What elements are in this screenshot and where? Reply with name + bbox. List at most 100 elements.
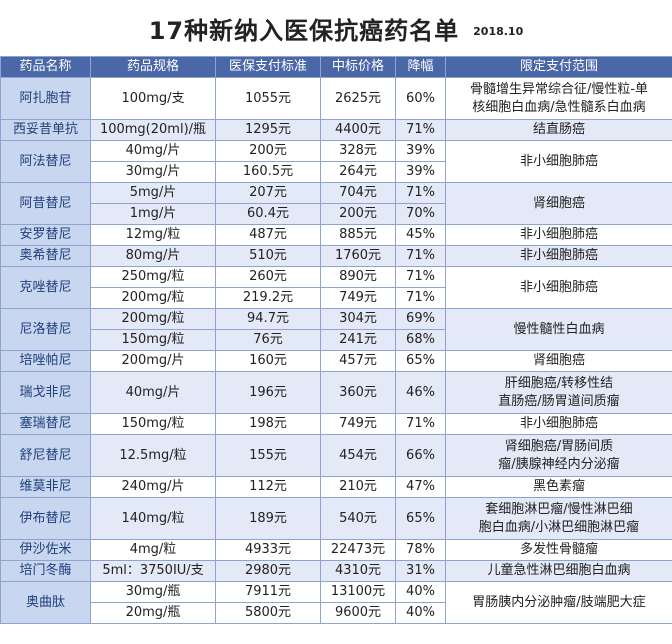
scope-line: 非小细胞肺癌 (519, 416, 598, 431)
scope-cell: 肾细胞癌 (445, 350, 672, 372)
table-row: 1mg/片 60.4元 200元 70% (1, 203, 672, 225)
cell: 46% (395, 371, 446, 414)
scope-line: 肾细胞癌/胃肠间质 (504, 438, 614, 454)
cell: 31% (395, 560, 446, 582)
cell: 9600元 (320, 602, 396, 624)
drug-name: 奥曲肽 (0, 581, 91, 624)
cell: 140mg/粒 (90, 497, 216, 540)
column-header: 药品名称 (0, 56, 91, 78)
cell: 540元 (320, 497, 396, 540)
cell: 39% (395, 140, 446, 162)
drug-name: 阿昔替尼 (0, 182, 91, 225)
cell: 40% (395, 602, 446, 624)
table-row: 阿昔替尼 5mg/片 207元 704元 71% 肾细胞癌 (0, 182, 672, 225)
table-row: 西妥昔单抗 100mg(20ml)/瓶 1295元 4400元 71% 结直肠癌 (0, 119, 672, 141)
cell: 65% (395, 350, 446, 372)
cell: 20mg/瓶 (90, 602, 216, 624)
drug-name: 培唑帕尼 (0, 350, 91, 372)
drug-table: 药品名称 药品规格 医保支付标准 中标价格 降幅 限定支付范围 阿扎胞苷 100mg/支 10… (0, 56, 672, 624)
drug-name: 安罗替尼 (0, 224, 91, 246)
scope-line: 瘤/胰腺神经内分泌瘤 (498, 456, 620, 472)
cell: 66% (395, 434, 446, 477)
cell: 71% (395, 182, 446, 204)
table-row: 阿扎胞苷 100mg/支 1055元 2625元 60% 骨髓增生异常综合征/慢性粒-单核… (0, 77, 672, 120)
cell: 60% (395, 77, 446, 120)
scope-line: 非小细胞肺癌 (519, 153, 598, 169)
cell: 360元 (320, 371, 396, 414)
scope-line: 直肠癌/肠胃道间质瘤 (498, 393, 620, 409)
cell: 749元 (320, 287, 396, 309)
cell: 47% (395, 476, 446, 498)
table-row: 培唑帕尼 200mg/片 160元 457元 65% 肾细胞癌 (0, 350, 672, 372)
cell: 4400元 (320, 119, 396, 141)
column-header: 降幅 (395, 56, 446, 78)
drug-name: 尼洛替尼 (0, 308, 91, 351)
cell: 160.5元 (215, 161, 321, 183)
cell: 68% (395, 329, 446, 351)
scope-cell: 肾细胞癌 (445, 182, 672, 225)
cell: 69% (395, 308, 446, 330)
scope-cell: 黑色素瘤 (445, 476, 672, 498)
drug-name: 西妥昔单抗 (0, 119, 91, 141)
cell: 457元 (320, 350, 396, 372)
title: 17种新纳入医保抗癌药名单 (148, 16, 460, 45)
cell: 65% (395, 497, 446, 540)
cell: 71% (395, 266, 446, 288)
cell: 78% (395, 539, 446, 561)
cell: 219.2元 (215, 287, 321, 309)
scope-cell: 胃肠胰内分泌肿瘤/肢端肥大症 (445, 581, 672, 624)
column-header: 医保支付标准 (215, 56, 321, 78)
cell: 200mg/粒 (90, 308, 216, 330)
cell: 100mg/支 (90, 77, 216, 120)
cell: 196元 (215, 371, 321, 414)
scope-line: 骨髓增生异常综合征/慢性粒-单 (469, 81, 649, 97)
cell: 704元 (320, 182, 396, 204)
cell: 2980元 (215, 560, 321, 582)
cell: 4933元 (215, 539, 321, 561)
scope-line: 肾细胞癌 (532, 353, 585, 368)
drug-name: 伊布替尼 (0, 497, 91, 540)
scope-line: 慢性髓性白血病 (513, 321, 605, 337)
scope-cell: 非小细胞肺癌 (445, 224, 672, 246)
scope-line: 胃肠胰内分泌肿瘤/肢端肥大症 (472, 594, 646, 610)
scope-cell: 肾细胞癌/胃肠间质 瘤/胰腺神经内分泌瘤 (445, 434, 672, 477)
cell: 7911元 (215, 581, 321, 603)
drug-name: 奥希替尼 (0, 245, 91, 267)
scope-line: 儿童急性淋巴细胞白血病 (487, 563, 631, 578)
cell: 40mg/片 (90, 371, 216, 414)
table-row: 奥希替尼 80mg/片 510元 1760元 71% 非小细胞肺癌 (0, 245, 672, 267)
cell: 71% (395, 413, 446, 435)
cell: 80mg/片 (90, 245, 216, 267)
cell: 200元 (320, 203, 396, 225)
drug-name: 伊沙佐米 (0, 539, 91, 561)
drug-name: 培门冬酶 (0, 560, 91, 582)
cell: 510元 (215, 245, 321, 267)
table-row: 培门冬酶 5ml：3750IU/支 2980元 4310元 31% 儿童急性淋巴细胞白血病 (0, 560, 672, 582)
cell: 5ml：3750IU/支 (90, 560, 216, 582)
scope-cell: 儿童急性淋巴细胞白血病 (445, 560, 672, 582)
cell: 45% (395, 224, 446, 246)
drug-name: 维莫非尼 (0, 476, 91, 498)
scope-cell: 非小细胞肺癌 (445, 413, 672, 435)
cell: 150mg/粒 (90, 413, 216, 435)
cell: 207元 (215, 182, 321, 204)
cell: 5mg/片 (90, 182, 216, 204)
cell: 4mg/粒 (90, 539, 216, 561)
table-row: 20mg/瓶 5800元 9600元 40% (1, 602, 672, 624)
scope-line: 结直肠癌 (532, 122, 585, 137)
title-bar: 17种新纳入医保抗癌药名单 2018.10 (0, 0, 672, 56)
cell: 70% (395, 203, 446, 225)
table-row: 150mg/粒 76元 241元 68% (1, 329, 672, 351)
cell: 22473元 (320, 539, 396, 561)
header-row: 药品名称 药品规格 医保支付标准 中标价格 降幅 限定支付范围 (0, 56, 672, 78)
cell: 200元 (215, 140, 321, 162)
scope-line: 肝细胞癌/转移性结 (504, 375, 614, 391)
scope-cell: 多发性骨髓瘤 (445, 539, 672, 561)
cell: 885元 (320, 224, 396, 246)
table-row: 奥曲肽 30mg/瓶 7911元 13100元 40% 胃肠胰内分泌肿瘤/肢端肥大症 (0, 581, 672, 624)
scope-line: 非小细胞肺癌 (519, 227, 598, 242)
cell: 94.7元 (215, 308, 321, 330)
cell: 1295元 (215, 119, 321, 141)
cell: 210元 (320, 476, 396, 498)
cell: 1760元 (320, 245, 396, 267)
